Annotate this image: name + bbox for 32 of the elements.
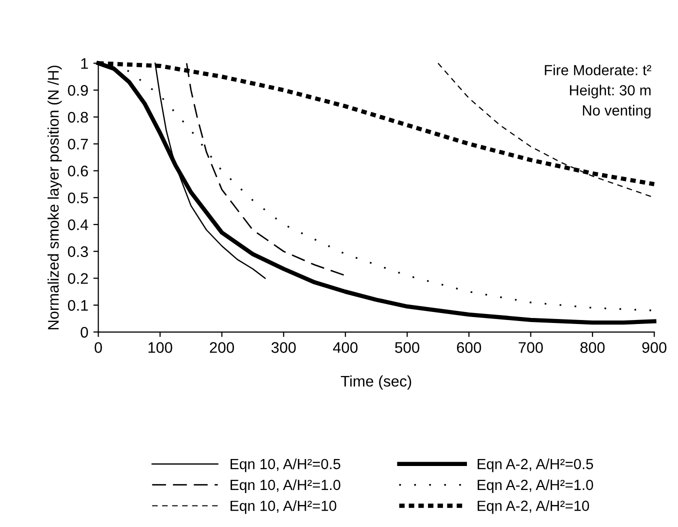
x-tick-label: 500 <box>395 342 420 353</box>
x-axis-title: Time (sec) <box>340 375 412 390</box>
y-axis-title: Normalized smoke layer position (N /H) <box>48 66 62 330</box>
x-tick-label: 100 <box>148 342 172 353</box>
y-tick-label: 0 <box>80 326 88 338</box>
y-tick-label: 0.5 <box>68 192 88 204</box>
x-tick-label: 0 <box>94 342 102 353</box>
legend-label: Eqn A-2, A/H²=0.5 <box>478 458 594 472</box>
x-tick-label: 300 <box>271 342 296 353</box>
y-tick-label: 0.6 <box>68 166 88 176</box>
legend-label: Eqn 10, A/H²=10 <box>230 500 336 514</box>
legend-label: Eqn 10, A/H²=1.0 <box>230 479 340 493</box>
y-tick-label: 1 <box>81 58 88 69</box>
annotation: Fire Moderate: t² <box>544 64 652 76</box>
y-tick-label: 0.9 <box>68 84 88 96</box>
y-tick-label: 0.4 <box>68 219 88 230</box>
x-tick-label: 200 <box>210 342 234 353</box>
legend-label: Eqn A-2, A/H²=10 <box>478 500 590 514</box>
annotation: No venting <box>582 104 651 118</box>
x-tick-label: 700 <box>518 342 543 353</box>
x-tick-label: 600 <box>456 342 482 353</box>
y-tick-label: 0.8 <box>68 112 88 123</box>
x-tick-label: 800 <box>580 342 605 353</box>
y-tick-label: 0.3 <box>68 246 88 258</box>
y-tick-label: 0.1 <box>68 300 88 311</box>
legend-label: Eqn A-2, A/H²=1.0 <box>478 479 594 493</box>
x-tick-label: 400 <box>333 342 358 353</box>
y-tick-label: 0.2 <box>68 273 88 284</box>
x-tick-label: 900 <box>642 342 666 353</box>
annotation: Height: 30 m <box>570 84 651 98</box>
legend-label: Eqn 10, A/H²=0.5 <box>230 458 340 472</box>
y-tick-label: 0.7 <box>68 138 88 150</box>
